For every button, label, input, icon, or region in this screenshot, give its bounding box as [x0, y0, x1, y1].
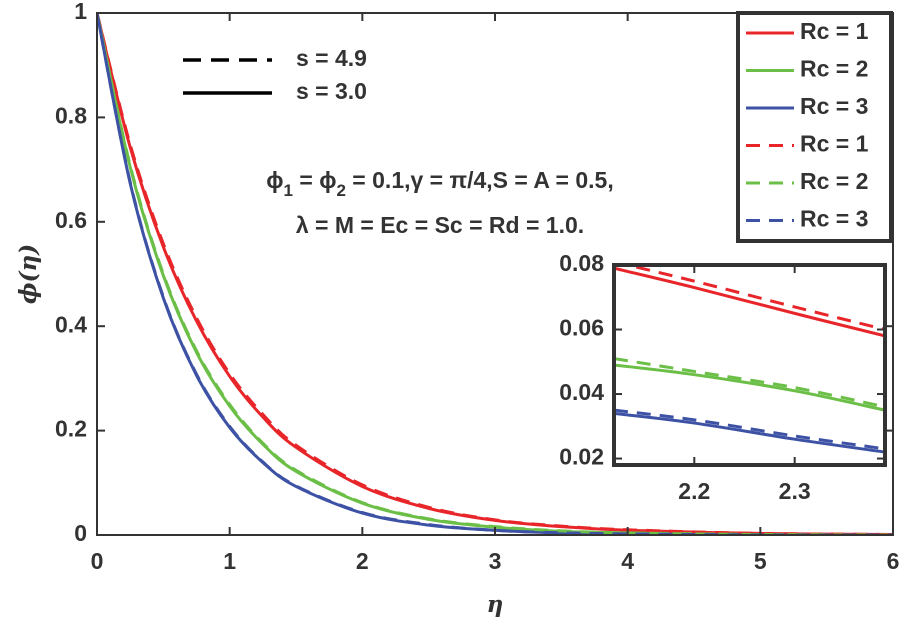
series-line: [614, 363, 885, 412]
y-tick-label: 0.6: [55, 207, 87, 233]
legend-label: Rc = 3: [800, 93, 868, 119]
y-tick-label: 0.02: [559, 444, 604, 470]
y-tick-label: 0.06: [559, 315, 604, 341]
x-tick-label: 5: [754, 548, 767, 574]
series-line: [614, 408, 885, 451]
x-tick-label: 2: [356, 548, 369, 574]
annotation: ϕ1 = ϕ2 = 0.1,γ = π/4,S = A = 0.5,: [266, 167, 613, 200]
x-axis-label: η: [487, 591, 504, 618]
y-axis-label: ϕ(η): [15, 244, 42, 304]
legend-label: Rc = 3: [800, 206, 868, 232]
series-line: [614, 411, 885, 454]
x-tick-label: 1: [223, 548, 236, 574]
series-line: [614, 357, 885, 409]
y-tick-label: 0.2: [55, 416, 87, 442]
legend-label: Rc = 1: [800, 18, 869, 44]
annotation-part: λ = M = Ec = Sc = Rd = 1.0.: [296, 212, 584, 238]
annotation-part: 1: [284, 181, 293, 200]
annotation-part: 2: [336, 181, 345, 200]
x-tick-label: 2.3: [779, 478, 811, 504]
x-tick-label: 4: [621, 548, 634, 574]
series-line: [614, 266, 885, 338]
y-tick-label: 0.8: [55, 102, 87, 128]
legend-label: Rc = 2: [800, 56, 868, 82]
y-tick-label: 0.08: [559, 250, 604, 276]
annotation-part: ϕ: [266, 167, 283, 193]
series-line: [621, 265, 885, 331]
y-tick-label: 0: [74, 520, 87, 546]
x-tick-label: 6: [887, 548, 900, 574]
series-line: [97, 13, 893, 535]
x-tick-label: 0: [91, 548, 104, 574]
lines: [614, 265, 885, 454]
y-tick-label: 0.04: [559, 379, 604, 405]
legend-box: [736, 11, 893, 243]
style-legend-label: s = 3.0: [296, 78, 367, 104]
axes-frame: [612, 263, 887, 467]
series-line: [97, 13, 893, 535]
y-tick-label: 1: [74, 0, 87, 24]
x-tick-label: 3: [489, 548, 502, 574]
y-tick-label: 0.4: [55, 311, 87, 337]
annotation-part: = ϕ: [293, 167, 336, 193]
x-tick-label: 2.2: [678, 478, 710, 504]
legend-label: Rc = 2: [800, 168, 868, 194]
annotation-part: = 0.1,γ = π/4,S = A = 0.5,: [346, 167, 614, 193]
legend-label: Rc = 1: [800, 131, 869, 157]
annotation: λ = M = Ec = Sc = Rd = 1.0.: [296, 212, 584, 238]
style-legend-label: s = 4.9: [296, 45, 367, 71]
